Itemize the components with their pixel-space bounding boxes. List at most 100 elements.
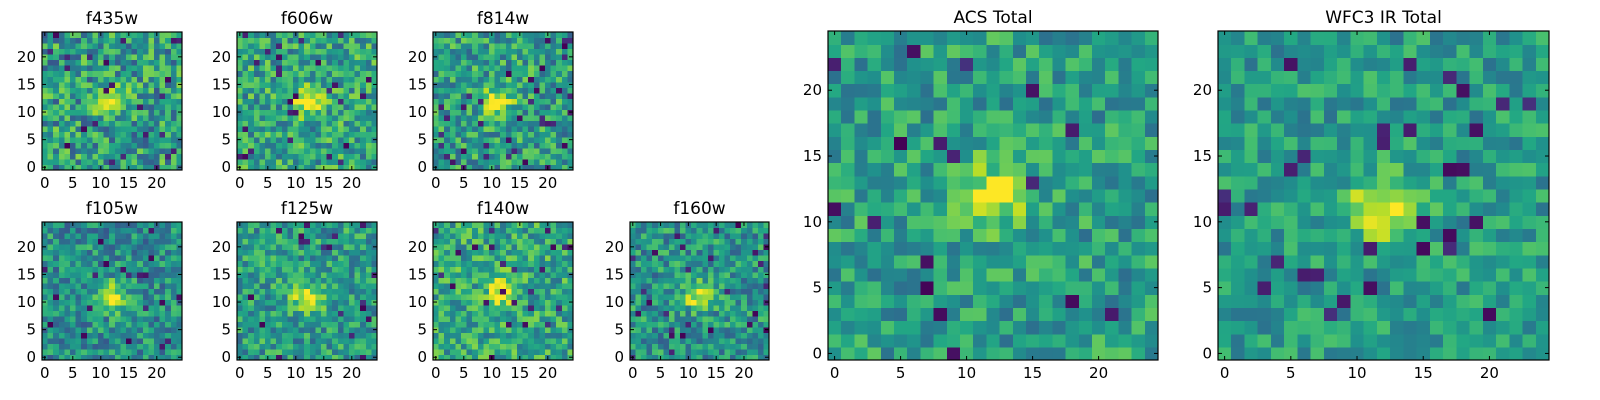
heatmap-cell [159, 109, 166, 116]
heatmap-cell [539, 136, 546, 143]
heatmap-cell [349, 59, 356, 66]
heatmap-cell [315, 310, 322, 317]
heatmap-cell [253, 54, 260, 61]
heatmap-cell [724, 337, 731, 345]
heatmap-cell [42, 114, 49, 121]
heatmap-cell [332, 227, 339, 234]
heatmap-cell [674, 315, 681, 322]
heatmap-cell [556, 164, 563, 171]
heatmap-cell [489, 227, 496, 234]
heatmap-cell [281, 282, 288, 289]
y-tick-label: 5 [221, 131, 231, 149]
heatmap-cell [298, 304, 305, 311]
heatmap-cell [561, 153, 568, 160]
heatmap-cell [349, 255, 356, 262]
heatmap-cell [270, 153, 277, 160]
heatmap-cell [281, 304, 288, 311]
heatmap-cell [539, 326, 546, 333]
heatmap-cell [53, 304, 60, 311]
heatmap-cell [854, 267, 869, 282]
heatmap-cell [511, 125, 518, 132]
heatmap-cell [854, 346, 869, 361]
heatmap-cell [360, 164, 367, 171]
heatmap-cell [556, 233, 563, 240]
heatmap-cell [265, 153, 272, 160]
heatmap-cell [265, 282, 272, 289]
heatmap-cell [550, 131, 557, 138]
heatmap-cell [646, 354, 653, 361]
heatmap-cell [332, 120, 339, 127]
heatmap-cell [86, 92, 93, 99]
heatmap-cell [841, 202, 855, 216]
heatmap-cell [561, 76, 568, 83]
heatmap-cell [533, 59, 540, 66]
heatmap-cell [702, 321, 709, 328]
heatmap-cell [304, 326, 311, 333]
heatmap-cell [371, 288, 378, 295]
heatmap-cell [1012, 241, 1027, 256]
heatmap-cell [64, 238, 71, 245]
heatmap-cell [986, 346, 1001, 361]
heatmap-cell [668, 249, 676, 256]
heatmap-cell [259, 255, 266, 262]
heatmap-cell [500, 147, 507, 155]
heatmap-cell [713, 238, 720, 245]
heatmap-cell [298, 43, 305, 50]
heatmap-cell [455, 120, 462, 127]
heatmap-cell [539, 98, 546, 105]
heatmap-cell [477, 354, 484, 361]
heatmap-cell [455, 92, 462, 99]
heatmap-cell [53, 310, 60, 317]
heatmap-cell [75, 222, 82, 229]
heatmap-cell [287, 266, 294, 273]
heatmap-cell [702, 266, 709, 273]
heatmap-cell [148, 81, 155, 88]
heatmap-cell [253, 43, 260, 50]
axes-frame [432, 221, 574, 361]
heatmap-cell [253, 109, 260, 116]
heatmap-cell [477, 222, 484, 229]
heatmap-cell [58, 222, 65, 229]
heatmap-cell [287, 120, 294, 127]
heatmap-cell [81, 120, 88, 127]
heatmap-cell [674, 227, 681, 234]
heatmap-cell [449, 299, 456, 306]
heatmap-cell [533, 310, 540, 317]
heatmap-cell [265, 332, 272, 339]
heatmap-cell [1052, 228, 1067, 243]
heatmap-cell [270, 222, 277, 229]
heatmap-cell [680, 266, 687, 273]
heatmap-cell [304, 54, 311, 61]
heatmap-cell [545, 277, 552, 284]
heatmap-cell [287, 131, 294, 138]
heatmap-cell [741, 266, 748, 273]
heatmap-cell [42, 37, 49, 44]
heatmap-cell [1026, 346, 1040, 361]
heatmap-cell [298, 321, 305, 328]
heatmap-cell [511, 98, 518, 105]
heatmap-cell [64, 244, 71, 251]
heatmap-cell [1078, 333, 1093, 348]
heatmap-cell [315, 222, 322, 229]
heatmap-cell [126, 227, 133, 234]
heatmap-cell [148, 59, 155, 66]
heatmap-cell [253, 158, 260, 166]
heatmap-cell [281, 293, 288, 300]
heatmap-cell [86, 103, 93, 110]
heatmap-cell [53, 244, 60, 251]
heatmap-cell [545, 37, 552, 44]
heatmap-cell [894, 228, 908, 243]
heatmap-cell [120, 266, 127, 273]
heatmap-cell [287, 32, 294, 39]
heatmap-cell [522, 238, 529, 245]
heatmap-cell [741, 227, 748, 234]
heatmap-cell [154, 260, 161, 267]
heatmap-cell [522, 337, 529, 345]
x-tick-label: 10 [286, 364, 305, 382]
heatmap-cell [64, 48, 71, 55]
heatmap-cell [304, 244, 311, 251]
heatmap-cell [455, 233, 462, 240]
heatmap-cell [248, 288, 255, 295]
heatmap-cell [517, 266, 524, 273]
heatmap-cell [64, 147, 71, 155]
